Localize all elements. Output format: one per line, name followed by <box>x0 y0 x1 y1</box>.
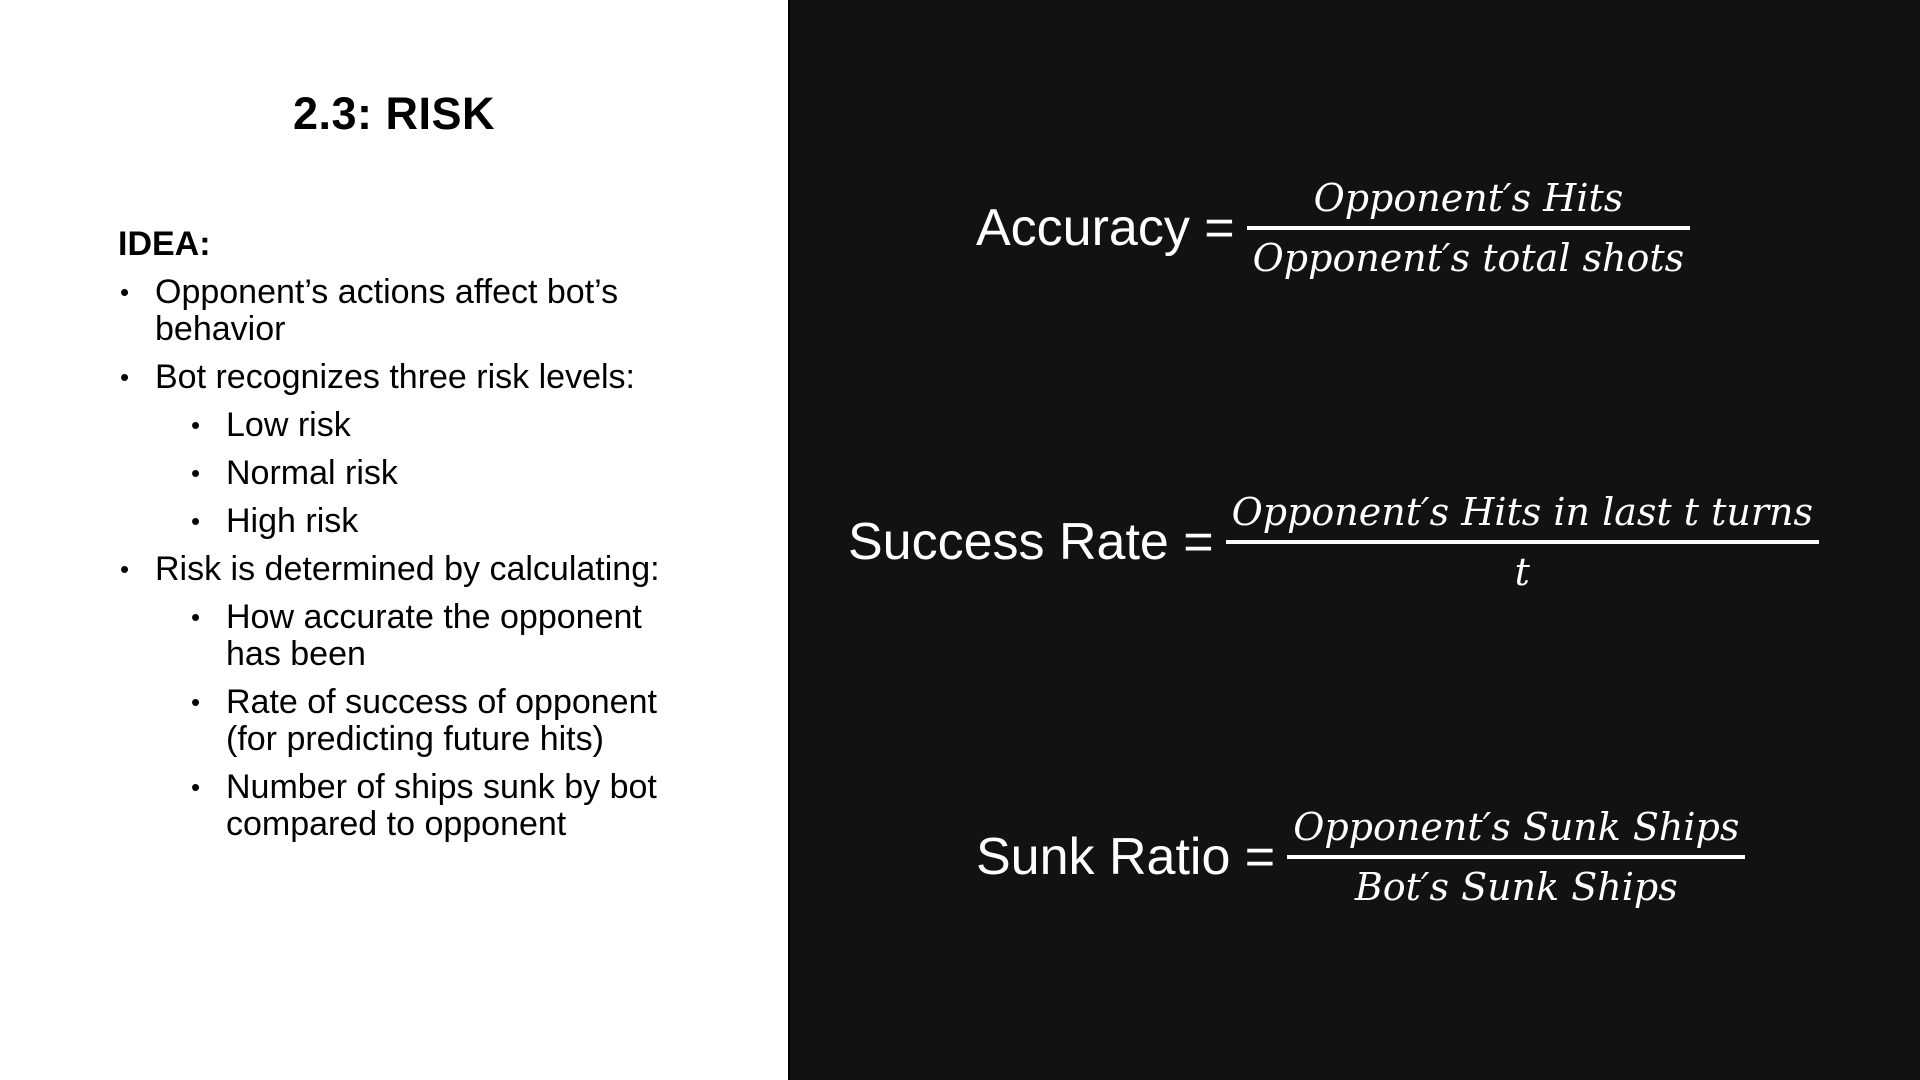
formula-label: Sunk Ratio = <box>976 828 1276 886</box>
fraction-bar <box>1246 226 1691 230</box>
numerator: Opponent′s Hits in last t turns <box>1231 490 1813 534</box>
idea-label: IDEA: <box>118 225 211 263</box>
sub-bullet-text: Low risk <box>226 406 351 444</box>
bullet-dot-icon: • <box>120 277 130 307</box>
sub-bullet-item: • Normal risk <box>189 455 678 492</box>
bullet-item: • Bot recognizes three risk levels: • Lo… <box>118 359 678 540</box>
fraction: Opponent′s Hits in last t turns t <box>1225 488 1819 596</box>
accuracy-formula: Accuracy = Opponent′s Hits Opponent′s to… <box>976 174 1691 282</box>
sunk-ratio-formula: Sunk Ratio = Opponent′s Sunk Ships Bot′s… <box>976 803 1746 911</box>
sub-bullet-item: • How accurate the opponent has been <box>189 599 678 673</box>
sub-bullet-item: • Rate of success of opponent (for predi… <box>189 684 678 758</box>
fraction-bar <box>1225 540 1819 544</box>
bullet-list: • Opponent’s actions affect bot’s behavi… <box>118 274 678 843</box>
success-rate-formula: Success Rate = Opponent′s Hits in last t… <box>848 488 1819 596</box>
bullet-text: Opponent’s actions affect bot’s behavior <box>155 273 619 348</box>
sub-bullet-text: Number of ships sunk by bot compared to … <box>226 768 657 843</box>
formula-panel: Accuracy = Opponent′s Hits Opponent′s to… <box>788 0 1920 1080</box>
sub-bullet-item: • Number of ships sunk by bot compared t… <box>189 769 678 843</box>
bullet-dot-icon: • <box>120 554 130 584</box>
sub-bullet-item: • Low risk <box>189 407 678 444</box>
formula-label: Accuracy = <box>976 199 1235 257</box>
slide-content: IDEA: • Opponent’s actions affect bot’s … <box>118 226 678 854</box>
slide-title: 2.3: RISK <box>292 88 496 139</box>
sub-bullet-list: • How accurate the opponent has been • R… <box>189 599 678 843</box>
sub-bullet-list: • Low risk • Normal risk • High risk <box>189 407 678 540</box>
bullet-dot-icon: • <box>191 410 201 440</box>
denominator: t <box>1514 550 1530 594</box>
bullet-dot-icon: • <box>191 458 201 488</box>
sub-bullet-item: • High risk <box>189 503 678 540</box>
bullet-text: Risk is determined by calculating: <box>155 550 660 588</box>
numerator: Opponent′s Hits <box>1313 176 1624 220</box>
denominator: Opponent′s total shots <box>1252 236 1685 280</box>
formula-label: Success Rate = <box>848 513 1214 571</box>
sub-bullet-text: How accurate the opponent has been <box>226 598 642 673</box>
sub-bullet-text: High risk <box>226 502 359 540</box>
bullet-dot-icon: • <box>120 362 130 392</box>
numerator: Opponent′s Sunk Ships <box>1293 805 1740 849</box>
sub-bullet-text: Normal risk <box>226 454 398 492</box>
bullet-dot-icon: • <box>191 687 201 717</box>
bullet-text: Bot recognizes three risk levels: <box>155 358 635 396</box>
sub-bullet-text: Rate of success of opponent (for predict… <box>226 683 657 758</box>
left-panel: 2.3: RISK IDEA: • Opponent’s actions aff… <box>0 0 788 1080</box>
bullet-dot-icon: • <box>191 772 201 802</box>
fraction-bar <box>1287 855 1746 859</box>
bullet-item: • Risk is determined by calculating: • H… <box>118 551 678 843</box>
denominator: Bot′s Sunk Ships <box>1354 865 1678 909</box>
bullet-dot-icon: • <box>191 602 201 632</box>
fraction: Opponent′s Hits Opponent′s total shots <box>1246 174 1691 282</box>
bullet-item: • Opponent’s actions affect bot’s behavi… <box>118 274 678 348</box>
bullet-dot-icon: • <box>191 506 201 536</box>
fraction: Opponent′s Sunk Ships Bot′s Sunk Ships <box>1287 803 1746 911</box>
